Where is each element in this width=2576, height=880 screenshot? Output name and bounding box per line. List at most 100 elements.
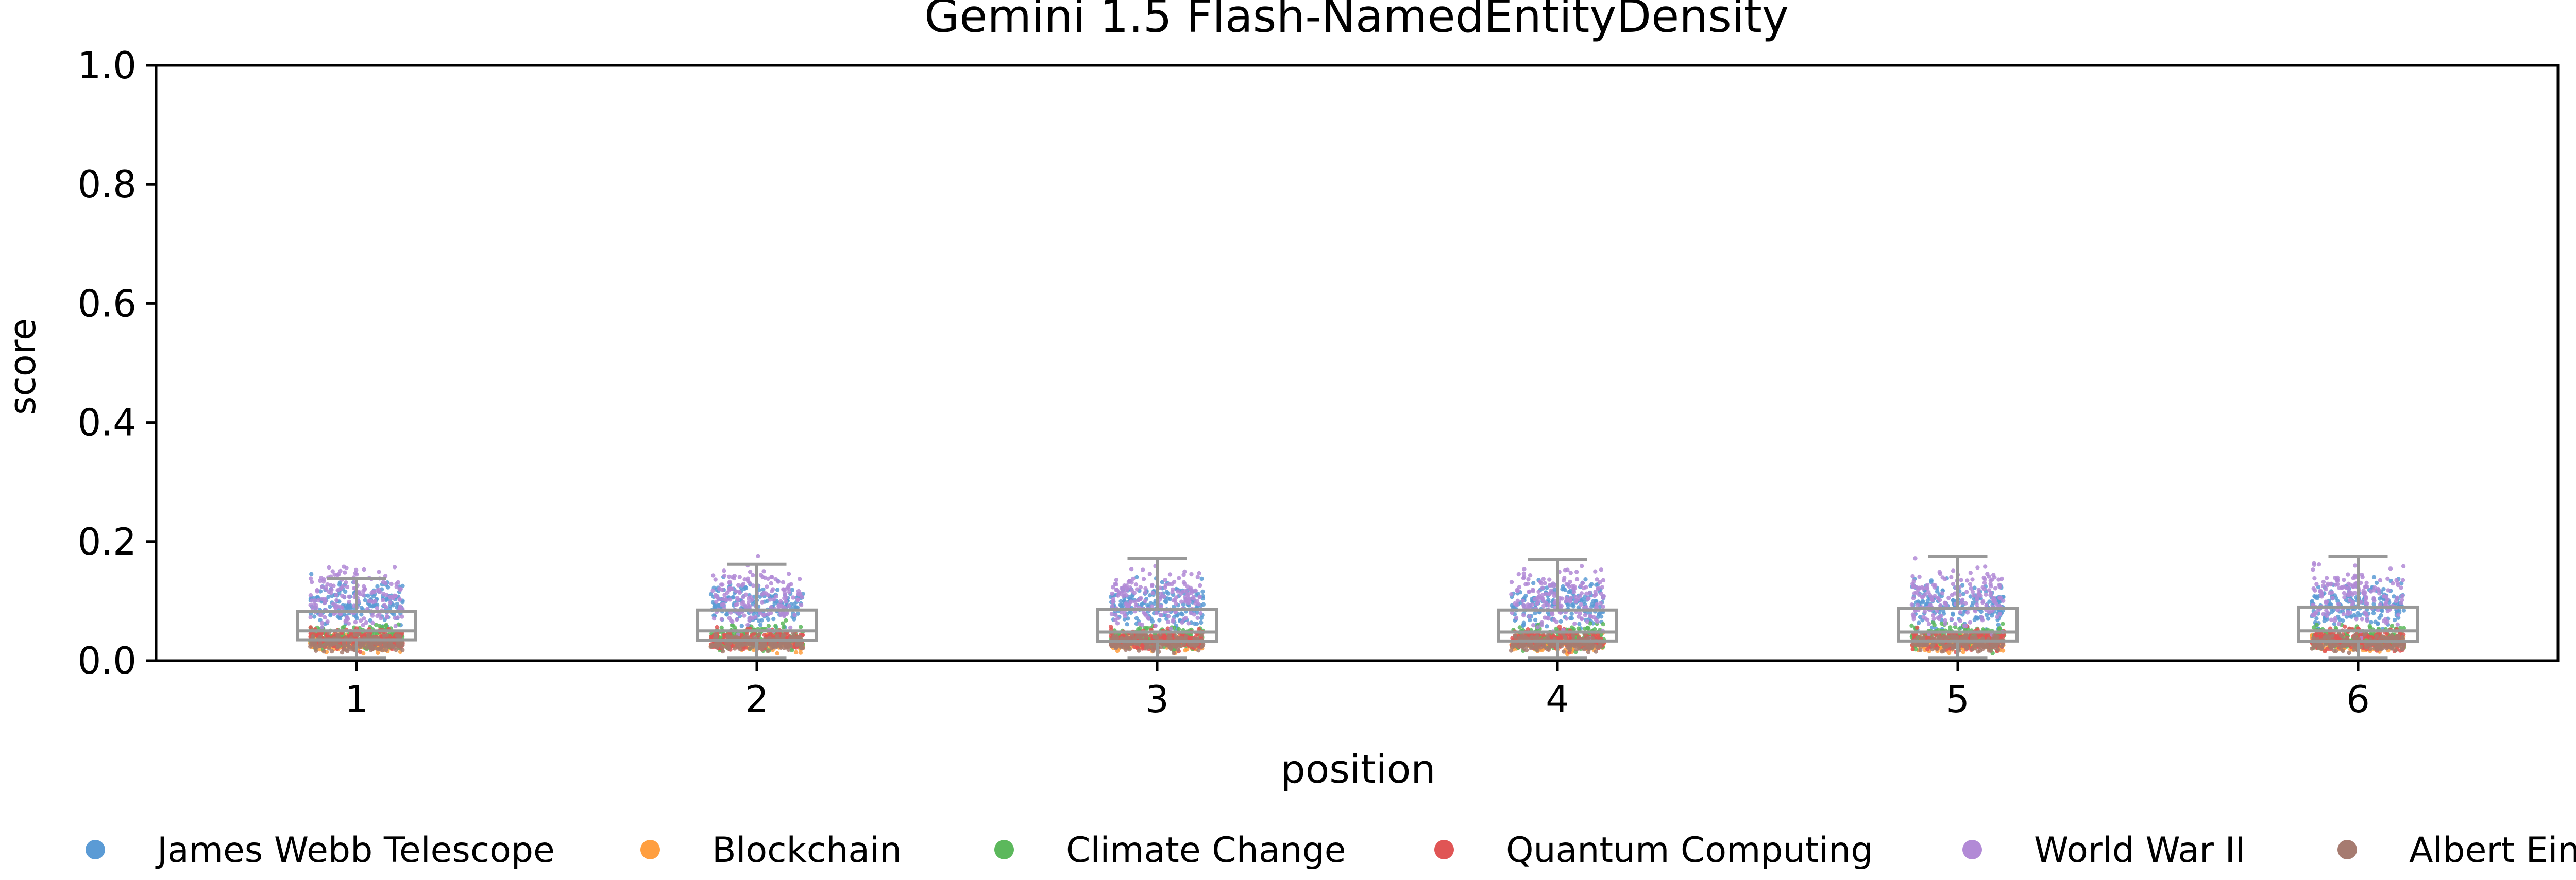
data-point [1598,601,1603,606]
data-point [1568,644,1572,649]
data-point [776,579,781,584]
data-point [1159,645,1164,649]
data-point [1522,567,1527,572]
data-point [318,589,323,594]
data-point [720,602,724,607]
data-point [1578,611,1582,616]
data-point [1157,618,1162,623]
data-point [1143,590,1148,595]
data-point [1198,583,1202,588]
data-point [1189,611,1193,615]
data-point [1149,604,1154,609]
data-point [1936,615,1940,620]
data-point [316,598,321,603]
data-point [1164,599,1168,605]
data-point [1531,581,1536,585]
data-point [1564,596,1569,601]
data-point [1539,623,1544,628]
data-point [1946,595,1951,600]
data-point [1971,593,1976,598]
data-point [1163,577,1167,582]
data-point [1997,626,2002,631]
data-point [1124,635,1129,640]
data-point [342,647,347,652]
data-point [1168,646,1174,651]
data-point [1571,604,1576,609]
data-point [1133,602,1139,608]
data-point [1166,614,1171,619]
data-point [1143,599,1147,603]
data-point [1524,648,1529,652]
data-point [1577,622,1582,627]
data-point [350,645,355,650]
data-point [395,601,399,607]
data-point [370,620,375,626]
data-point [319,584,325,589]
data-point [770,575,774,579]
data-point [1564,616,1569,621]
data-point [1975,597,1979,602]
data-point [1599,567,1604,572]
data-point [1589,582,1594,586]
data-point [1195,599,1199,603]
data-point [308,615,313,619]
data-point [1532,597,1537,601]
data-point [774,594,778,599]
data-point [395,615,400,620]
data-point [381,598,385,603]
data-point [739,624,744,628]
data-point [787,590,792,595]
data-point [398,588,402,592]
data-point [1528,573,1533,578]
data-point [1951,612,1955,617]
data-point [724,612,730,617]
data-point [396,580,400,585]
data-point [384,597,388,602]
data-point [1980,618,1985,623]
data-point [737,575,742,579]
data-point [311,606,315,611]
data-point [1997,595,2002,600]
data-point [742,613,747,618]
data-point [312,602,317,607]
data-point [788,644,793,649]
data-point [1199,576,1204,581]
data-point [346,617,350,622]
position-group-5 [1897,555,2019,660]
data-point [1118,599,1123,603]
data-point [1965,578,1970,583]
data-point [1176,647,1180,652]
data-point [1125,622,1129,627]
data-point [1964,590,1969,594]
data-point [368,644,372,649]
data-point [1929,597,1934,602]
data-point [1516,572,1521,577]
data-point [1585,619,1590,624]
data-point [1940,591,1945,596]
data-point [710,589,715,593]
data-point [1536,599,1540,604]
data-point [792,613,797,617]
data-point [346,621,351,626]
data-point [321,649,326,654]
data-point [713,632,718,637]
data-point [1182,582,1187,586]
data-point [769,581,774,586]
data-point [1575,597,1581,602]
data-point [1601,622,1605,627]
data-point [366,632,371,637]
data-point [396,634,400,639]
data-point [310,580,314,584]
data-point [1924,585,1929,591]
data-point [393,624,398,629]
data-point [1951,581,1956,586]
data-point [711,616,717,621]
data-point [1568,571,1573,575]
data-point [1521,623,1526,627]
data-point [309,572,314,576]
data-point [313,648,318,653]
data-point [1150,591,1155,595]
data-point [1172,651,1176,655]
data-point [372,599,377,603]
data-point [1909,602,1914,607]
